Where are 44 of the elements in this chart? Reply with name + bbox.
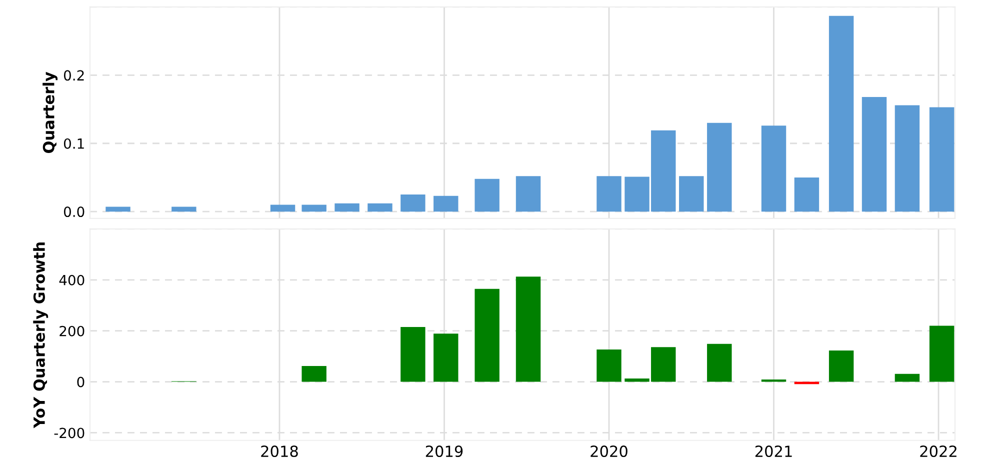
bar — [596, 349, 622, 382]
bar — [894, 105, 920, 212]
bar — [302, 204, 326, 212]
bar — [368, 203, 392, 212]
y-tick-label: 0.1 — [64, 138, 84, 149]
bar — [707, 344, 732, 382]
bar — [679, 176, 704, 212]
x-tick-label: 2019 — [426, 446, 463, 458]
bar — [761, 379, 786, 382]
y-tick-label: 200 — [60, 326, 84, 336]
y-tick-label: 0.0 — [64, 206, 84, 218]
y-tick-label: 0.2 — [64, 70, 84, 81]
x-tick-label: 2021 — [755, 446, 792, 458]
bar — [794, 177, 820, 212]
bar — [334, 203, 360, 212]
y-axis-title: YoY Quarterly Growth — [33, 242, 48, 428]
x-tick-label: 2018 — [261, 446, 298, 458]
bar — [516, 276, 541, 382]
bar — [862, 97, 887, 212]
y-tick-label: 400 — [59, 274, 84, 286]
bar — [828, 350, 854, 382]
bar — [929, 107, 954, 212]
bar — [596, 176, 622, 212]
bar — [474, 178, 500, 212]
bar — [434, 334, 458, 382]
bar — [474, 288, 500, 382]
bar — [434, 196, 458, 212]
bar — [270, 204, 296, 212]
y-tick-label: -200 — [54, 428, 84, 438]
bar — [400, 194, 426, 212]
bar — [106, 206, 130, 212]
bar — [400, 327, 426, 382]
y-axis-title: Quarterly — [42, 72, 58, 153]
bar — [707, 122, 732, 212]
x-tick-label: 2022 — [920, 446, 956, 458]
bar — [516, 176, 541, 212]
bar — [894, 374, 920, 382]
bar — [828, 16, 854, 212]
bar — [929, 326, 954, 382]
x-tick-label: 2020 — [590, 446, 628, 458]
bar — [761, 126, 786, 212]
bar — [172, 206, 196, 212]
bar — [302, 366, 326, 382]
y-tick-label: 0 — [77, 376, 84, 388]
